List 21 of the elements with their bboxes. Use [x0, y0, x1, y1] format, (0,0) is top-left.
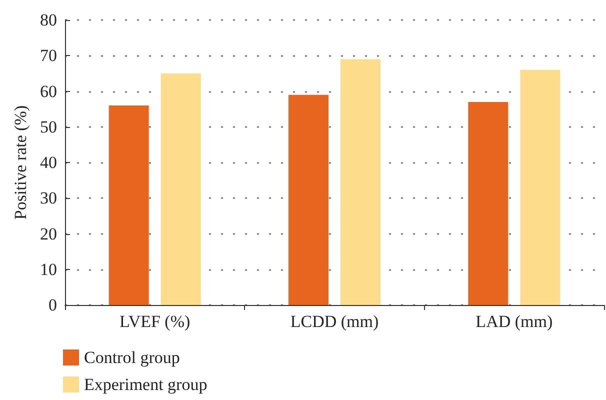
bar [468, 102, 508, 305]
bar [160, 73, 201, 305]
y-axis-title: Positive rate (%) [11, 105, 30, 220]
x-tick-label: LAD (mm) [476, 312, 553, 331]
y-tick-label: 60 [40, 82, 57, 101]
y-tick-label: 10 [40, 260, 57, 279]
x-tick-label: LVEF (%) [119, 312, 190, 331]
y-tick-label: 20 [40, 224, 57, 244]
bar [520, 70, 560, 305]
y-tick-label: 80 [40, 10, 57, 30]
y-tick-label: 50 [40, 117, 57, 136]
y-tick-label: 30 [40, 188, 57, 208]
y-tick-label: 40 [40, 153, 57, 172]
bar [340, 59, 380, 305]
x-tick-label: LCDD (mm) [290, 312, 379, 331]
bar [108, 106, 149, 305]
legend-label: Experiment group [84, 375, 208, 394]
legend-label: Control group [84, 348, 180, 367]
y-tick-label: 70 [40, 46, 57, 66]
bar [288, 94, 328, 305]
y-tick-label: 0 [48, 296, 57, 314]
